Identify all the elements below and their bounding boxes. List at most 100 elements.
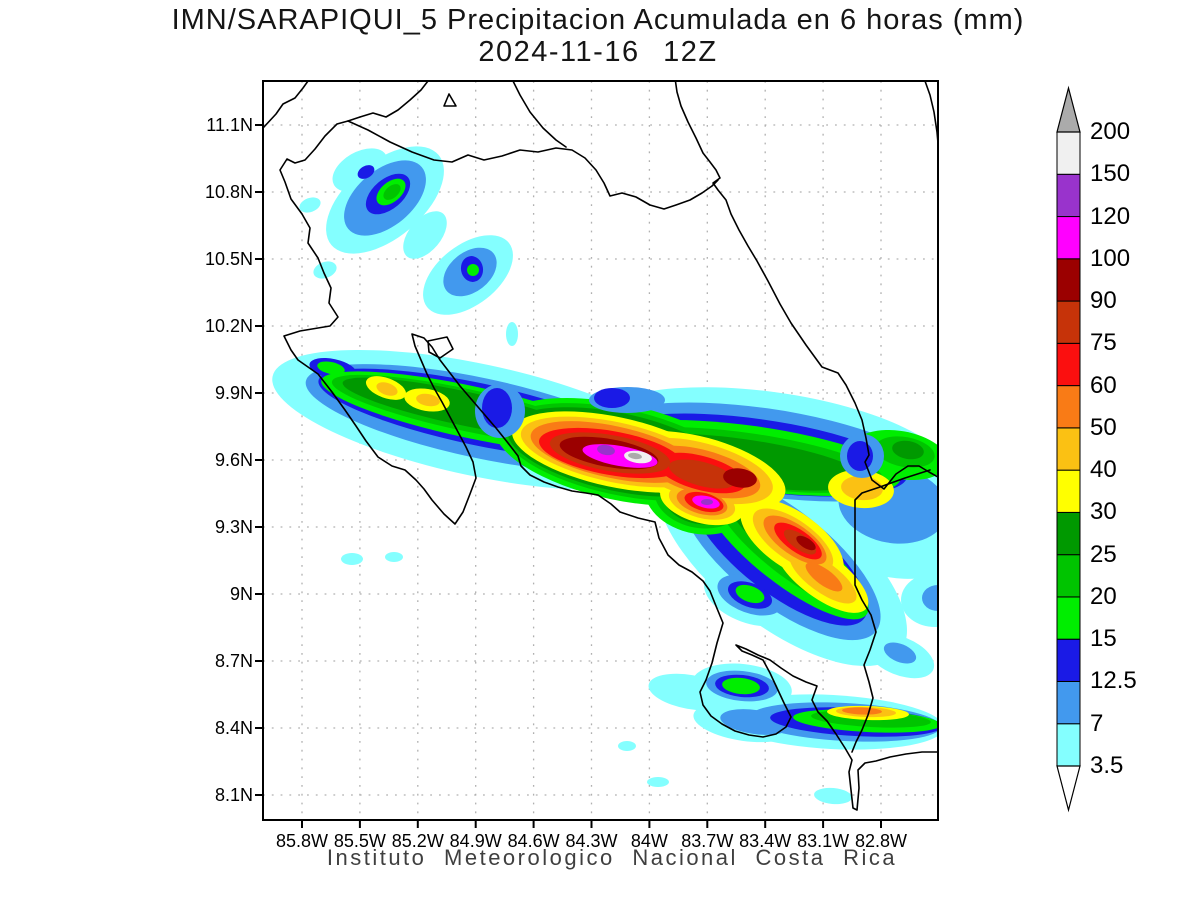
colorbar-level-label: 7 bbox=[1090, 709, 1104, 737]
coast-caribbean bbox=[674, 81, 938, 490]
x-tick-label: 84W bbox=[630, 831, 668, 851]
precip-cell-3.5mm bbox=[403, 211, 447, 259]
precip-cell-3.5mm bbox=[506, 322, 518, 346]
coast-lake-east-shore bbox=[512, 81, 567, 148]
colorbar-over-arrow bbox=[1056, 85, 1081, 133]
precip-cell-3.5mm bbox=[901, 573, 938, 627]
coast-nicaragua-pacific bbox=[263, 81, 309, 129]
colorbar bbox=[1056, 85, 1081, 813]
coast-gulf-islands bbox=[427, 336, 454, 359]
colorbar-level-label: 15 bbox=[1090, 625, 1117, 653]
precip-cell-50mm bbox=[805, 562, 843, 592]
precip-cell-200mm bbox=[628, 452, 642, 460]
colorbar-level-label: 90 bbox=[1090, 287, 1117, 315]
colorbar-level-label: 120 bbox=[1090, 202, 1131, 230]
precip-cell-40mm bbox=[416, 393, 440, 407]
colorbar-segment-60mm bbox=[1056, 342, 1081, 387]
x-tick-label: 84.9W bbox=[449, 831, 502, 851]
y-tick-label: 10.2N bbox=[204, 316, 253, 336]
precip-cell-3.5mm bbox=[299, 197, 321, 213]
precip-cell-15mm bbox=[467, 264, 479, 276]
y-tick-label: 10.8N bbox=[204, 182, 253, 202]
colorbar-segment-90mm bbox=[1056, 258, 1081, 302]
x-tick-label: 84.3W bbox=[565, 831, 618, 851]
coastlines bbox=[263, 81, 938, 811]
colorbar-level-label: 25 bbox=[1090, 540, 1117, 568]
colorbar-segment-20mm bbox=[1056, 554, 1081, 598]
precip-cell-3.5mm bbox=[385, 552, 403, 562]
border-costa-rica-nicaragua bbox=[347, 120, 719, 210]
colorbar-level-label: 20 bbox=[1090, 582, 1117, 610]
colorbar-segment-25mm bbox=[1056, 511, 1081, 556]
colorbar-segment-75mm bbox=[1056, 300, 1081, 344]
colorbar-level-label: 3.5 bbox=[1090, 752, 1124, 779]
colorbar-segment-12.5mm bbox=[1056, 638, 1081, 682]
x-tick-label: 84.6W bbox=[507, 831, 560, 851]
colorbar-level-label: 40 bbox=[1090, 456, 1117, 484]
precip-cell-12.5mm bbox=[847, 441, 873, 471]
colorbar-segment-40mm bbox=[1056, 427, 1081, 471]
figure-footer: Instituto Meteorologico Nacional Costa R… bbox=[326, 845, 898, 870]
precip-cell-20mm bbox=[383, 184, 401, 200]
colorbar-level-label: 200 bbox=[1090, 118, 1131, 145]
precip-cell-120mm bbox=[597, 444, 615, 456]
y-tick-label: 11.1N bbox=[206, 115, 253, 135]
x-tick-label: 82.8W bbox=[854, 831, 908, 851]
precip-cell-75mm bbox=[669, 459, 735, 489]
y-tick-label: 9.6N bbox=[214, 450, 253, 470]
x-tick-label: 83.1W bbox=[797, 831, 850, 851]
coast-lake-nicaragua-island bbox=[443, 93, 457, 107]
x-tick-label: 83.7W bbox=[681, 831, 734, 851]
precip-cell-15mm bbox=[722, 677, 760, 695]
colorbar-level-label: 150 bbox=[1090, 160, 1131, 188]
x-tick-label: 85.8W bbox=[275, 831, 329, 851]
colorbar-segment-150mm bbox=[1056, 131, 1081, 175]
y-tick-label: 8.4N bbox=[214, 718, 253, 738]
precip-cell-12.5mm bbox=[482, 388, 512, 428]
colorbar-segment-50mm bbox=[1056, 385, 1081, 429]
y-tick-label: 9.3N bbox=[214, 517, 253, 537]
colorbar-level-label: 75 bbox=[1090, 329, 1117, 357]
figure-datetime: 2024-11-16 12Z bbox=[478, 36, 718, 68]
border-costa-rica-panama bbox=[851, 469, 931, 753]
precip-cell-15mm bbox=[735, 584, 765, 604]
colorbar-segment-15mm bbox=[1056, 596, 1081, 640]
colorbar-level-label: 50 bbox=[1090, 413, 1117, 441]
colorbar-level-label: 60 bbox=[1090, 371, 1117, 399]
colorbar-segment-3.5mm bbox=[1056, 723, 1081, 767]
precip-cell-15mm bbox=[317, 361, 345, 375]
coast-nicaragua-caribbean-corner bbox=[924, 81, 938, 144]
precip-cell-25mm bbox=[892, 440, 924, 460]
coast-pacific-main bbox=[279, 81, 938, 811]
y-tick-label: 8.7N bbox=[214, 651, 253, 671]
plot-frame bbox=[262, 80, 939, 821]
precip-cell-90mm bbox=[723, 468, 757, 488]
precip-cell-12.5mm bbox=[594, 388, 630, 408]
precip-cell-12.5mm bbox=[357, 165, 375, 179]
colorbar-under-arrow bbox=[1056, 765, 1081, 813]
y-tick-label: 9.9N bbox=[214, 383, 253, 403]
precip-cell-90mm bbox=[796, 535, 816, 551]
x-tick-label: 85.5W bbox=[333, 831, 386, 851]
y-tick-label: 10.5N bbox=[204, 249, 253, 269]
precip-cell-40mm bbox=[376, 382, 398, 396]
colorbar-segment-120mm bbox=[1056, 173, 1081, 218]
colorbar-level-label: 12.5 bbox=[1090, 667, 1137, 695]
precip-cell-3.5mm bbox=[814, 787, 852, 805]
precip-cell-40mm bbox=[841, 475, 883, 501]
x-tick-label: 85.2W bbox=[391, 831, 444, 851]
colorbar-segment-100mm bbox=[1056, 216, 1081, 260]
y-tick-label: 8.1N bbox=[214, 785, 253, 805]
precip-cell-50mm bbox=[842, 707, 882, 715]
x-tick-label: 83.4W bbox=[739, 831, 792, 851]
precip-cell-3.5mm bbox=[647, 777, 669, 787]
precipitation-field bbox=[272, 146, 938, 805]
precip-cell-7mm bbox=[922, 585, 938, 611]
figure-title: IMN/SARAPIQUI_5 Precipitacion Acumulada … bbox=[171, 4, 1025, 36]
y-tick-label: 9N bbox=[229, 584, 253, 604]
precip-cell-3.5mm bbox=[313, 261, 337, 279]
colorbar-segment-30mm bbox=[1056, 469, 1081, 513]
precip-cell-3.5mm bbox=[618, 741, 636, 751]
precip-cell-7mm bbox=[883, 642, 917, 664]
